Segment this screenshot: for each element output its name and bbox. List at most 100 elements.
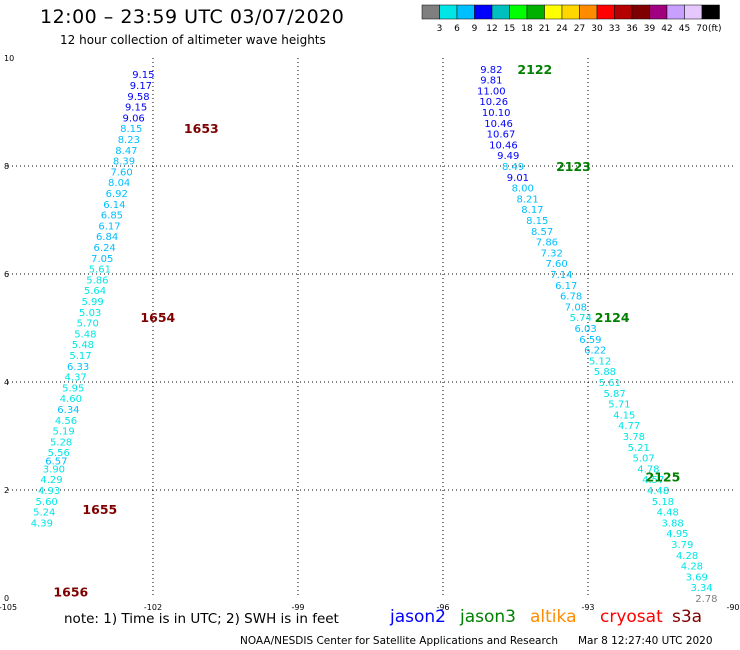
- wave-height-label: 9.17: [130, 81, 152, 92]
- colorbar-swatch: [666, 4, 685, 20]
- wave-height-label: 5.07: [632, 454, 654, 465]
- legend-item-jason3: jason3: [460, 607, 516, 627]
- y-tick-label: 4: [4, 378, 9, 387]
- wave-height-label: 3.69: [686, 572, 708, 583]
- wave-height-label: 8.23: [118, 135, 140, 146]
- colorbar-swatch: [631, 4, 650, 20]
- wave-height-label: 9.81: [480, 76, 502, 87]
- wave-height-label: 6.92: [106, 189, 128, 200]
- colorbar-tick-label: 15: [504, 24, 515, 34]
- wave-height-label: 3.88: [661, 518, 683, 529]
- wave-height-label: 4.57: [642, 475, 664, 486]
- colorbar-swatch: [649, 4, 668, 20]
- wave-height-label: 4.48: [647, 486, 669, 497]
- wave-height-label: 6.24: [94, 243, 116, 254]
- chart-title: 12:00 – 23:59 UTC 03/07/2020: [40, 6, 345, 28]
- wave-height-label: 9.58: [127, 92, 149, 103]
- wave-height-label: 5.99: [81, 297, 103, 308]
- wave-height-label: 6.33: [67, 362, 89, 373]
- x-tick-label: -93: [581, 603, 594, 612]
- wave-height-label: 3.79: [671, 540, 693, 551]
- wave-height-label: 5.18: [652, 497, 674, 508]
- y-tick-label: 8: [4, 162, 9, 171]
- wave-height-label: 5.74: [570, 313, 592, 324]
- wave-height-label: 5.71: [608, 400, 630, 411]
- wave-height-label: 6.59: [579, 335, 601, 346]
- wave-height-label: 6.84: [96, 232, 118, 243]
- wave-height-label: 6.14: [103, 200, 125, 211]
- colorbar-swatch: [474, 4, 493, 20]
- colorbar-swatch: [439, 4, 458, 20]
- colorbar-swatch: [456, 4, 475, 20]
- orbit-time-label: 2122: [517, 62, 552, 77]
- wave-height-label: 9.01: [507, 173, 529, 184]
- wave-height-label: 4.28: [676, 551, 698, 562]
- wave-height-label: 4.56: [55, 416, 77, 427]
- wave-height-label: 10.67: [487, 130, 516, 141]
- colorbar-tick-label: 30: [591, 24, 603, 34]
- colorbar-tick-label: 27: [574, 24, 585, 34]
- legend-item-jason2: jason2: [390, 607, 446, 627]
- wave-height-label: 6.57: [45, 456, 67, 467]
- colorbar-tick-label: 42: [661, 24, 672, 34]
- wave-height-label: 3.78: [623, 432, 645, 443]
- wave-height-label: 9.15: [125, 103, 147, 114]
- colorbar-swatch: [509, 4, 528, 20]
- colorbar-tick-label: 33: [609, 24, 620, 34]
- wave-height-label: 4.95: [666, 529, 688, 540]
- x-tick-label: -105: [0, 603, 17, 612]
- x-tick-label: -102: [144, 603, 162, 612]
- colorbar-swatch: [579, 4, 598, 20]
- wave-height-label: 3.34: [690, 583, 712, 594]
- orbit-time-label: 1656: [53, 585, 88, 600]
- colorbar: 3 6 9 12 15 18 21 24 27 30 33 36 39 42 45 70 (ft): [421, 4, 722, 34]
- wave-height-label: 8.49: [502, 162, 524, 173]
- wave-height-label: 5.48: [72, 340, 94, 351]
- wave-height-label: 5.61: [89, 265, 111, 276]
- wave-height-label: 5.86: [86, 275, 108, 286]
- wave-height-label: 4.15: [613, 410, 635, 421]
- wave-height-label: 8.04: [108, 178, 130, 189]
- y-tick-label: 6: [4, 270, 9, 279]
- footer-timestamp: Mar 8 12:27:40 UTC 2020: [578, 635, 713, 647]
- axes: -105 -102 -99 -96 -93 -90 0 2 4 6 8 10: [0, 54, 740, 612]
- wave-height-label: 5.87: [603, 389, 625, 400]
- wave-height-label: 7.14: [550, 270, 572, 281]
- wave-height-label: 5.70: [77, 319, 99, 330]
- colorbar-tick-label: 3: [437, 24, 443, 34]
- colorbar-tick-label: 18: [521, 24, 533, 34]
- colorbar-tick-label: 24: [556, 24, 568, 34]
- orbit-time-label: 2124: [595, 310, 630, 325]
- wave-height-label: 5.64: [84, 286, 106, 297]
- wave-height-label: 4.77: [618, 421, 640, 432]
- orbit-time-label: 2123: [556, 159, 591, 174]
- wave-height-label: 3.90: [43, 464, 65, 475]
- grid-lines: [8, 58, 733, 598]
- wave-height-label: 8.00: [512, 184, 534, 195]
- wave-height-label: 9.15: [132, 70, 154, 81]
- colorbar-tick-label: 9: [472, 24, 478, 34]
- colorbar-swatch: [561, 4, 580, 20]
- wave-height-label: 5.61: [599, 378, 621, 389]
- x-tick-label: -99: [291, 603, 304, 612]
- wave-height-label: 5.48: [74, 329, 96, 340]
- colorbar-tick-label: 21: [539, 24, 550, 34]
- wave-height-label: 8.39: [113, 157, 135, 168]
- wave-height-label: 6.78: [560, 292, 582, 303]
- chart-subtitle: 12 hour collection of altimeter wave hei…: [60, 33, 326, 47]
- wave-height-label: 2.78: [695, 594, 717, 605]
- wave-height-label: 11.00: [477, 86, 506, 97]
- legend-item-s3a: s3a: [672, 607, 703, 627]
- colorbar-tick-label: 12: [486, 24, 497, 34]
- wave-height-label: 8.15: [120, 124, 142, 135]
- wave-height-label: 4.28: [681, 562, 703, 573]
- wave-height-label: 6.17: [98, 221, 120, 232]
- colorbar-tick-label: 70: [696, 24, 708, 34]
- footer-note: note: 1) Time is in UTC; 2) SWH is in fe…: [64, 611, 339, 627]
- wave-height-label: 4.93: [38, 486, 60, 497]
- colorbar-unit-label: (ft): [708, 24, 722, 34]
- wave-height-label: 8.47: [115, 146, 137, 157]
- wave-height-label: 6.85: [101, 211, 123, 222]
- wave-height-label: 8.21: [516, 194, 538, 205]
- wave-height-label: 7.60: [110, 167, 132, 178]
